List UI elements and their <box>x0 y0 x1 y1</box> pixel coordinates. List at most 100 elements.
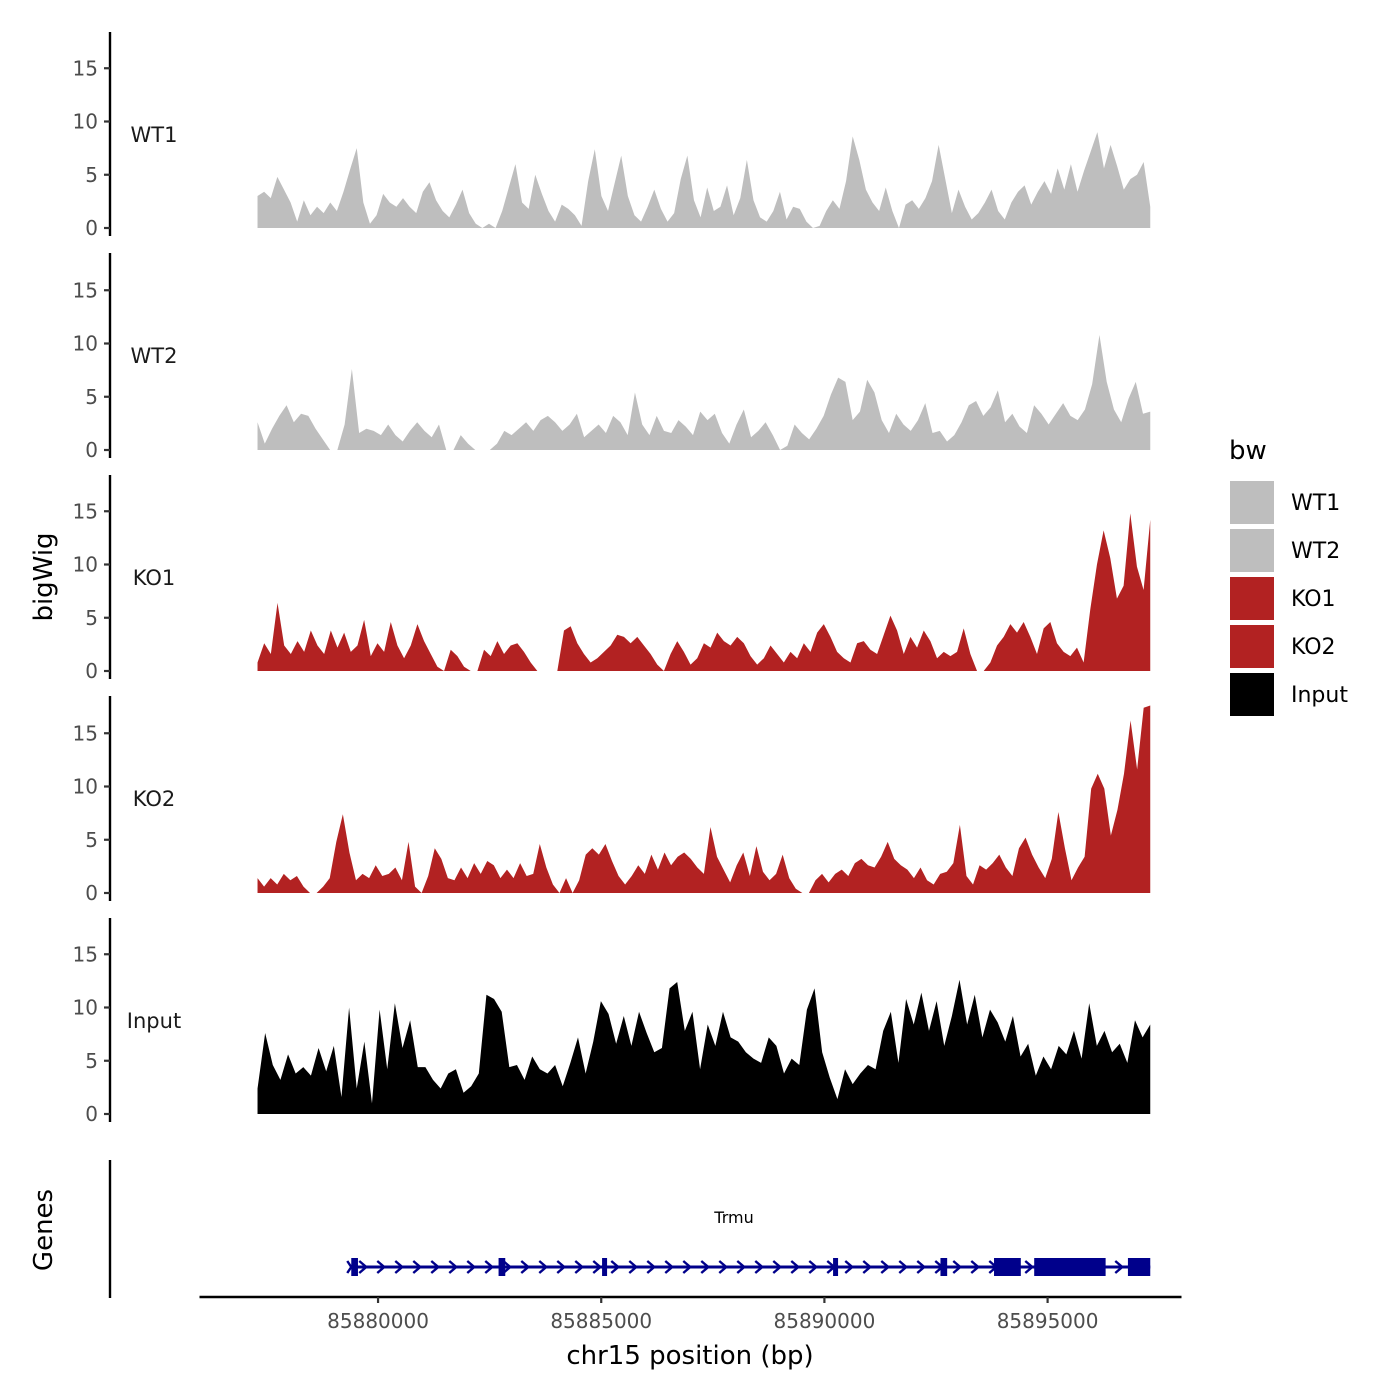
y-tick-label: 0 <box>85 1102 98 1126</box>
legend-key-wt2 <box>1230 529 1274 572</box>
legend-title: bw <box>1229 436 1267 466</box>
strand-arrow <box>610 1260 621 1274</box>
y-tick-label: 15 <box>73 721 98 745</box>
coverage-area-wt2 <box>257 334 1151 450</box>
track-input: Input <box>127 1009 181 1033</box>
track-ko1-plot: 0 5 10 15 <box>73 475 1151 683</box>
x-tick-label: 85890000 <box>774 1309 876 1333</box>
strand-arrow <box>628 1260 639 1274</box>
legend-key-wt1 <box>1230 481 1274 524</box>
strand-arrow <box>448 1260 459 1274</box>
y-tick-label: 5 <box>85 606 98 630</box>
x-axis-title: chr15 position (bp) <box>566 1341 813 1371</box>
strand-arrow <box>682 1260 693 1274</box>
legend-key-ko1 <box>1230 577 1274 620</box>
y-tick-label: 10 <box>73 553 98 577</box>
coverage-area-ko2 <box>257 705 1151 893</box>
track-input-plot: 0 5 10 15 <box>73 918 1151 1126</box>
strand-arrow <box>412 1260 423 1274</box>
track-label: WT2 <box>131 344 178 368</box>
exon-block <box>1127 1258 1151 1276</box>
y-tick-label: 15 <box>73 499 98 523</box>
legend-key-ko2 <box>1230 625 1274 668</box>
strand-arrow <box>664 1260 675 1274</box>
strand-arrow <box>430 1260 441 1274</box>
y-tick-label: 10 <box>73 332 98 356</box>
x-axis: 85880000 85885000 85890000 85895000 <box>199 1295 1182 1333</box>
track-ko1: KO1 <box>133 566 176 590</box>
y-tick-label: 15 <box>73 56 98 80</box>
exon-block <box>994 1258 1021 1276</box>
strand-arrow <box>502 1260 513 1274</box>
strand-arrow <box>484 1260 495 1274</box>
legend-label-ko2: KO2 <box>1291 635 1336 660</box>
strand-arrow <box>556 1260 567 1274</box>
strand-arrow <box>736 1260 747 1274</box>
legend-label-wt1: WT1 <box>1291 491 1340 516</box>
strand-arrow <box>772 1260 783 1274</box>
y-tick-label: 5 <box>85 385 98 409</box>
coverage-area-ko1 <box>257 513 1151 671</box>
strand-arrow <box>844 1260 855 1274</box>
track-wt2: WT2 <box>131 344 178 368</box>
track-label: KO2 <box>133 787 176 811</box>
exon-block <box>498 1258 506 1276</box>
strand-arrow <box>358 1260 369 1274</box>
strand-arrow <box>808 1260 819 1274</box>
strand-arrow <box>916 1260 927 1274</box>
strand-arrow <box>394 1260 405 1274</box>
strand-arrow <box>520 1260 531 1274</box>
legend-label-input: Input <box>1291 683 1348 708</box>
strand-arrow <box>1114 1260 1125 1274</box>
track-wt1-plot: 0 5 10 15 <box>73 32 1151 240</box>
y-tick-label: 5 <box>85 1049 98 1073</box>
exon-block <box>1034 1258 1106 1276</box>
track-ko2-plot: 0 5 10 15 <box>73 696 1151 905</box>
strand-arrow <box>754 1260 765 1274</box>
y-tick-label: 5 <box>85 828 98 852</box>
legend: bw WT1 WT2 KO1 KO2 Input <box>1229 436 1348 716</box>
legend-label-ko1: KO1 <box>1291 587 1336 612</box>
strand-arrow <box>898 1260 909 1274</box>
x-tick-label: 85880000 <box>327 1309 429 1333</box>
genes-track <box>108 1160 1151 1298</box>
legend-key-input <box>1230 673 1274 716</box>
exon-block <box>940 1258 948 1276</box>
y-tick-label: 10 <box>73 110 98 134</box>
y-tick-label: 0 <box>85 659 98 683</box>
strand-arrow <box>574 1260 585 1274</box>
strand-arrow <box>718 1260 729 1274</box>
x-tick-label: 85885000 <box>550 1309 652 1333</box>
track-label: WT1 <box>131 123 178 147</box>
strand-arrow <box>592 1260 603 1274</box>
track-label: Input <box>127 1009 181 1033</box>
coverage-area-wt1 <box>257 132 1151 228</box>
y-axis-title: bigWig <box>29 532 59 621</box>
strand-arrow <box>952 1260 963 1274</box>
y-tick-label: 0 <box>85 881 98 905</box>
strand-arrow <box>1024 1260 1035 1274</box>
track-wt1: WT1 <box>131 123 178 147</box>
strand-arrow <box>790 1260 801 1274</box>
strand-arrow <box>862 1260 873 1274</box>
y-tick-label: 0 <box>85 216 98 240</box>
track-label: KO1 <box>133 566 176 590</box>
coverage-area-input <box>257 979 1151 1114</box>
strand-arrow <box>376 1260 387 1274</box>
y-tick-label: 0 <box>85 438 98 462</box>
y-tick-label: 15 <box>73 942 98 966</box>
gene-label: Trmu <box>713 1208 753 1227</box>
track-wt2-plot: 0 5 10 15 <box>73 253 1151 462</box>
y-tick-label: 10 <box>73 996 98 1020</box>
strand-arrow <box>538 1260 549 1274</box>
strand-arrow <box>880 1260 891 1274</box>
x-tick-label: 85895000 <box>997 1309 1099 1333</box>
exon-block <box>602 1258 608 1276</box>
genes-axis-title: Genes <box>29 1189 59 1271</box>
y-tick-label: 15 <box>73 278 98 302</box>
exon-block <box>351 1258 358 1276</box>
legend-label-wt2: WT2 <box>1291 539 1340 564</box>
